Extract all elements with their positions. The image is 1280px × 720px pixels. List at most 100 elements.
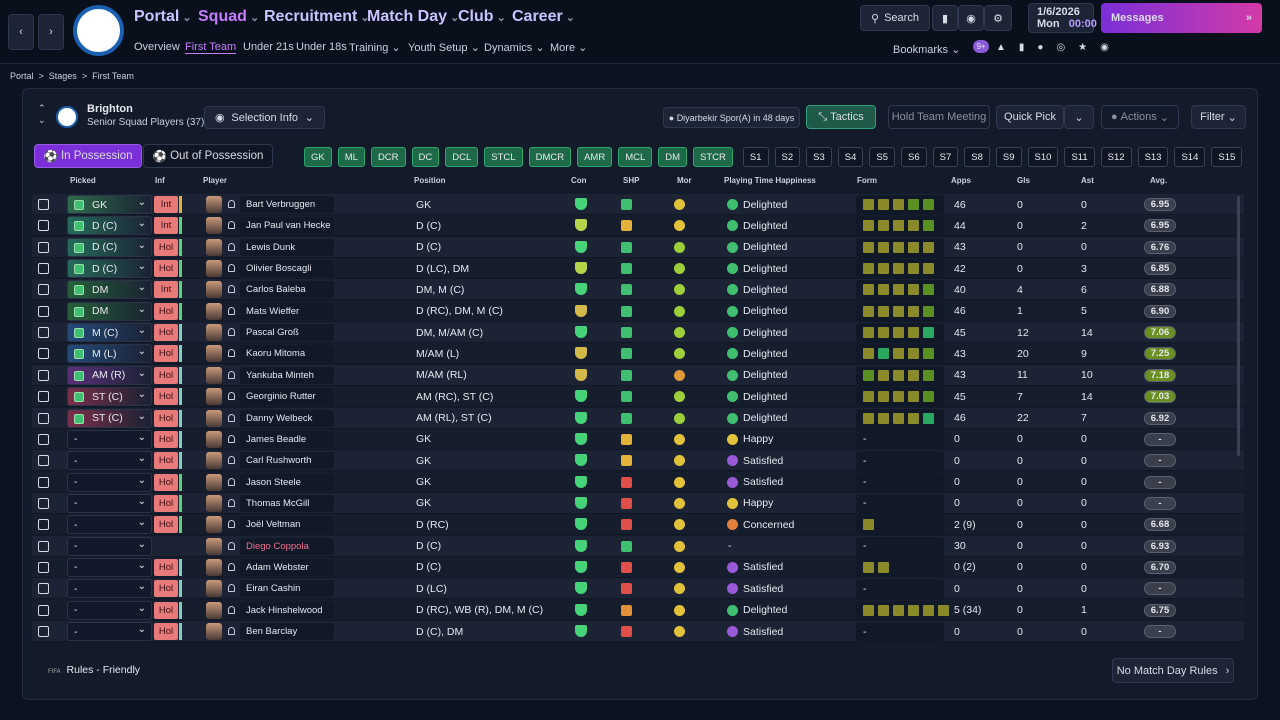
table-row[interactable]: D (C) ⌄ Hol Olivier Boscagli D (LC), DM Delig… bbox=[32, 258, 1244, 280]
slot-chip[interactable]: S1 bbox=[742, 147, 769, 167]
player-name[interactable]: Jan Paul van Hecke bbox=[240, 217, 334, 235]
checkbox[interactable] bbox=[38, 540, 49, 552]
slot-chip[interactable]: S2 bbox=[774, 147, 801, 167]
checkbox[interactable] bbox=[38, 263, 49, 275]
checkbox[interactable] bbox=[38, 199, 49, 210]
column-header[interactable]: Inf bbox=[155, 176, 165, 185]
picked-dropdown[interactable]: - ⌄ bbox=[67, 493, 152, 513]
picked-dropdown[interactable]: AM (R) ⌄ bbox=[67, 365, 152, 385]
picked-dropdown[interactable]: - ⌄ bbox=[67, 622, 152, 641]
checkbox[interactable] bbox=[38, 369, 49, 381]
table-row[interactable]: - ⌄ Hol James Beadle GK Happy -0 0 0- bbox=[32, 428, 1244, 450]
slot-chip[interactable]: S12 bbox=[1100, 147, 1132, 167]
table-row[interactable]: - ⌄ Hol Thomas McGill GK Happy -0 0 0- bbox=[32, 492, 1244, 514]
picked-dropdown[interactable]: - ⌄ bbox=[67, 451, 152, 471]
table-row[interactable]: - ⌄ Hol Jack Hinshelwood D (RC), WB (R), DM,… bbox=[32, 599, 1244, 621]
icon-button[interactable]: ▮ bbox=[932, 5, 958, 31]
submenu-item[interactable]: Under 21s bbox=[243, 41, 294, 53]
table-row[interactable]: - ⌄ Hol Eiran Cashin D (LC) Satisfied -0 0 0- bbox=[32, 578, 1244, 600]
picked-dropdown[interactable]: D (C) ⌄ bbox=[67, 259, 152, 279]
quick-pick[interactable]: Quick Pick bbox=[996, 105, 1064, 129]
column-header[interactable]: Mor bbox=[677, 176, 692, 185]
column-header[interactable]: Ast bbox=[1081, 176, 1094, 185]
column-header[interactable]: Position bbox=[414, 176, 446, 185]
table-row[interactable]: D (C) ⌄ Hol Lewis Dunk D (C) Delighted 43 0 0 6.7… bbox=[32, 236, 1244, 258]
player-name[interactable]: Carl Rushworth bbox=[240, 452, 334, 470]
menu-item[interactable]: Career ⌄ bbox=[512, 8, 575, 25]
submenu-item[interactable]: Under 18s bbox=[296, 41, 347, 53]
checkbox[interactable] bbox=[38, 561, 49, 573]
picked-dropdown[interactable]: M (L) ⌄ bbox=[67, 344, 152, 364]
player-name[interactable]: Thomas McGill bbox=[240, 494, 334, 512]
breadcrumb-item[interactable]: Portal bbox=[10, 71, 34, 81]
search-button[interactable]: ⚲ Search bbox=[860, 5, 930, 31]
column-header[interactable]: Form bbox=[857, 176, 877, 185]
checkbox[interactable] bbox=[38, 497, 49, 509]
table-row[interactable]: - ⌄ Hol Ben Barclay D (C), DM Satisfied -0 0 0- bbox=[32, 621, 1244, 642]
checkbox[interactable] bbox=[38, 284, 49, 296]
picked-dropdown[interactable]: - ⌄ bbox=[67, 429, 152, 449]
picked-dropdown[interactable]: D (C) ⌄ bbox=[67, 216, 152, 236]
picked-dropdown[interactable]: DM ⌄ bbox=[67, 280, 152, 300]
table-row[interactable]: D (C) ⌄ Int Jan Paul van Hecke D (C) Delighte… bbox=[32, 215, 1244, 237]
breadcrumb-item[interactable]: Stages bbox=[48, 71, 77, 81]
player-name[interactable]: Diego Coppola bbox=[240, 537, 334, 555]
player-name[interactable]: Ben Barclay bbox=[240, 623, 334, 640]
slot-chip[interactable]: S14 bbox=[1174, 147, 1206, 167]
bookmark-badge[interactable]: 9+ bbox=[973, 40, 989, 53]
player-name[interactable]: Joël Veltman bbox=[240, 516, 334, 534]
picked-dropdown[interactable]: - ⌄ bbox=[67, 579, 152, 599]
slot-chip[interactable]: S10 bbox=[1027, 147, 1059, 167]
position-chip[interactable]: ML bbox=[337, 147, 365, 167]
table-row[interactable]: DM ⌄ Hol Mats Wieffer D (RC), DM, M (C) Delig… bbox=[32, 300, 1244, 322]
slot-chip[interactable]: S4 bbox=[837, 147, 864, 167]
player-name[interactable]: Jack Hinshelwood bbox=[240, 601, 334, 619]
checkbox[interactable] bbox=[38, 241, 49, 253]
table-row[interactable]: - ⌄ Hol Adam Webster D (C) Satisfied 0 (2) 0 0 6.… bbox=[32, 556, 1244, 578]
column-header[interactable]: Picked bbox=[70, 176, 96, 185]
slot-chip[interactable]: S11 bbox=[1064, 147, 1095, 167]
icon-button[interactable]: ◉ bbox=[958, 5, 984, 31]
picked-dropdown[interactable]: ST (C) ⌄ bbox=[67, 387, 152, 407]
table-row[interactable]: M (C) ⌄ Hol Pascal Groß DM, M/AM (C) Delighte… bbox=[32, 322, 1244, 344]
picked-dropdown[interactable]: - ⌄ bbox=[67, 536, 152, 556]
breadcrumb-item[interactable]: First Team bbox=[92, 71, 134, 81]
date-box[interactable]: 1/6/2026 Mon 00:00 bbox=[1028, 3, 1097, 33]
menu-item[interactable]: Recruitment ⌄ bbox=[264, 8, 370, 25]
slot-chip[interactable]: S5 bbox=[869, 147, 896, 167]
slot-chip[interactable]: S6 bbox=[901, 147, 927, 167]
picked-dropdown[interactable]: D (C) ⌄ bbox=[67, 237, 152, 257]
position-chip[interactable]: STCR bbox=[693, 147, 733, 167]
column-header[interactable]: Gls bbox=[1017, 176, 1030, 185]
table-row[interactable]: - ⌄ Diego Coppola D (C) - -30 0 0 6.93 bbox=[32, 535, 1244, 557]
column-header[interactable]: Player bbox=[203, 176, 228, 185]
picked-dropdown[interactable]: DM ⌄ bbox=[67, 301, 152, 321]
checkbox[interactable] bbox=[38, 412, 49, 424]
tactics-button[interactable]: ⤡ Tactics bbox=[806, 105, 876, 129]
table-row[interactable]: GK ⌄ Int Bart Verbruggen GK Delighted 46 0 0 6.95 bbox=[32, 194, 1244, 215]
slot-chip[interactable]: S13 bbox=[1137, 147, 1169, 167]
player-name[interactable]: Danny Welbeck bbox=[240, 409, 334, 427]
slot-chip[interactable]: S9 bbox=[995, 147, 1022, 167]
checkbox[interactable] bbox=[38, 583, 49, 595]
menu-item[interactable]: Club ⌄ bbox=[458, 8, 506, 25]
submenu-item[interactable]: Dynamics ⌄ bbox=[484, 42, 545, 54]
table-row[interactable]: - ⌄ Hol Carl Rushworth GK Satisfied -0 0 0- bbox=[32, 450, 1244, 472]
position-chip[interactable]: GK bbox=[304, 147, 332, 167]
picked-dropdown[interactable]: ST (C) ⌄ bbox=[67, 408, 152, 428]
position-chip[interactable]: AMR bbox=[577, 147, 613, 167]
position-chip[interactable]: DMCR bbox=[528, 147, 572, 167]
column-header[interactable]: Playing Time Happiness bbox=[724, 176, 816, 185]
position-chip[interactable]: STCL bbox=[484, 147, 523, 167]
checkbox[interactable] bbox=[38, 626, 49, 637]
checkbox[interactable] bbox=[38, 519, 49, 531]
checkbox[interactable] bbox=[38, 305, 49, 317]
next-match[interactable]: ● Diyarbekir Spor(A) in 48 days bbox=[663, 107, 800, 128]
position-chip[interactable]: DM bbox=[658, 147, 688, 167]
table-row[interactable]: AM (R) ⌄ Hol Yankuba Minteh M/AM (RL) Delight… bbox=[32, 364, 1244, 386]
club-logo[interactable] bbox=[73, 5, 124, 56]
player-name[interactable]: Kaoru Mitoma bbox=[240, 345, 334, 363]
player-name[interactable]: James Beadle bbox=[240, 430, 334, 448]
submenu-item[interactable]: Youth Setup ⌄ bbox=[408, 42, 480, 54]
checkbox[interactable] bbox=[38, 433, 49, 445]
